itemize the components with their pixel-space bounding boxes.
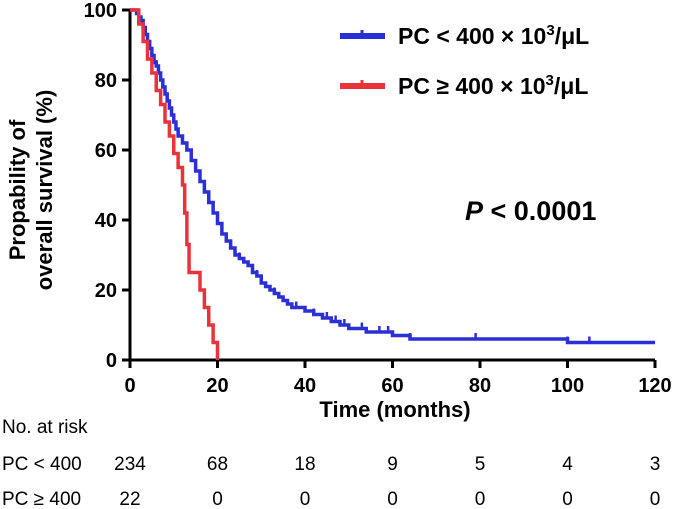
y-tick-label: 0 [106,350,117,372]
legend-label-pc-low: PC < 400 × 103/μL [398,22,589,49]
risk-value: 0 [650,489,661,509]
survival-curve-pc-low [130,8,655,345]
x-axis-title: Time (months) [319,397,470,422]
risk-value: 22 [119,489,140,509]
risk-value: 234 [114,454,146,475]
risk-value: 4 [562,454,573,475]
risk-value: 0 [300,489,311,509]
y-axis-title-line2: overall survival (%) [32,90,57,291]
risk-value: 0 [562,489,573,509]
x-tick-label: 20 [206,375,228,397]
legend-label-pc-high: PC ≥ 400 × 103/μL [398,72,588,99]
x-tick-label: 0 [124,375,135,397]
x-ticks: 0 20 40 60 80 100 120 [124,360,672,397]
risk-row-label-pc-low: PC < 400 [2,454,82,475]
y-tick-label: 60 [95,140,117,162]
legend-item-pc-high: PC ≥ 400 × 103/μL [340,72,588,99]
risk-value: 68 [207,454,228,475]
legend-item-pc-low: PC < 400 × 103/μL [340,22,589,49]
y-tick-label: 80 [95,70,117,92]
x-tick-label: 120 [638,375,671,397]
p-value-annotation: P < 0.0001 [465,196,596,226]
x-tick-label: 80 [469,375,491,397]
legend: PC < 400 × 103/μL PC ≥ 400 × 103/μL [340,22,589,99]
risk-value: 18 [294,454,315,475]
x-tick-label: 100 [551,375,584,397]
risk-value: 3 [650,454,661,475]
risk-value: 9 [387,454,398,475]
y-ticks: 0 20 40 60 80 100 [84,0,130,372]
y-axis-title-line1: Propability of [5,119,30,260]
risk-value: 0 [387,489,398,509]
risk-value: 0 [475,489,486,509]
risk-row-label-pc-high: PC ≥ 400 [2,489,81,509]
x-tick-label: 40 [294,375,316,397]
x-tick-label: 60 [381,375,403,397]
risk-table-title: No. at risk [2,417,88,438]
risk-value: 5 [475,454,486,475]
survival-curves [130,8,655,360]
risk-value: 0 [212,489,223,509]
y-tick-label: 20 [95,280,117,302]
survival-curve-pc-high [130,8,220,360]
risk-table-values: 234 68 18 9 5 4 3 22 0 0 0 0 0 0 [114,454,660,509]
y-tick-label: 100 [84,0,117,22]
y-tick-label: 40 [95,210,117,232]
